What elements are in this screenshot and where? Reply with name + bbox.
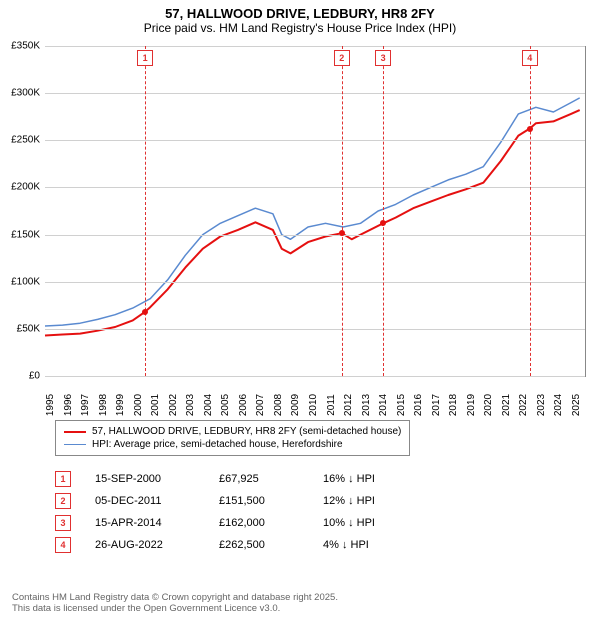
y-tick-label: £200K bbox=[0, 182, 40, 193]
x-tick-label: 2012 bbox=[343, 394, 354, 416]
x-tick-label: 2005 bbox=[220, 394, 231, 416]
sale-marker-line bbox=[530, 46, 531, 376]
gridline bbox=[45, 93, 585, 94]
chart-legend: 57, HALLWOOD DRIVE, LEDBURY, HR8 2FY (se… bbox=[55, 420, 410, 456]
sale-row-diff: 10% ↓ HPI bbox=[323, 517, 403, 529]
series-hpi bbox=[45, 98, 580, 326]
sale-row-marker: 3 bbox=[55, 515, 71, 531]
sales-table: 1 15-SEP-2000 £67,925 16% ↓ HPI 2 05-DEC-2011… bbox=[55, 468, 403, 556]
x-tick-label: 2014 bbox=[378, 394, 389, 416]
sale-row-marker: 1 bbox=[55, 471, 71, 487]
y-tick-label: £0 bbox=[0, 371, 40, 382]
sale-row-price: £67,925 bbox=[219, 473, 299, 485]
chart-title: 57, HALLWOOD DRIVE, LEDBURY, HR8 2FY bbox=[0, 6, 600, 21]
x-tick-label: 2011 bbox=[326, 394, 337, 416]
footer-line2: This data is licensed under the Open Gov… bbox=[12, 603, 338, 614]
gridline bbox=[45, 140, 585, 141]
sale-marker-box: 2 bbox=[334, 50, 350, 66]
sale-row: 4 26-AUG-2022 £262,500 4% ↓ HPI bbox=[55, 534, 403, 556]
legend-label: 57, HALLWOOD DRIVE, LEDBURY, HR8 2FY (se… bbox=[92, 426, 401, 437]
sale-row: 3 15-APR-2014 £162,000 10% ↓ HPI bbox=[55, 512, 403, 534]
x-tick-label: 2025 bbox=[571, 394, 582, 416]
x-tick-label: 2019 bbox=[466, 394, 477, 416]
sale-row-marker: 4 bbox=[55, 537, 71, 553]
x-tick-label: 1998 bbox=[98, 394, 109, 416]
sale-marker-line bbox=[145, 46, 146, 376]
gridline bbox=[45, 187, 585, 188]
sale-row-marker: 2 bbox=[55, 493, 71, 509]
sale-marker-dot bbox=[142, 309, 148, 315]
y-tick-label: £50K bbox=[0, 323, 40, 334]
gridline bbox=[45, 46, 585, 47]
legend-swatch bbox=[64, 444, 86, 445]
sale-row-price: £262,500 bbox=[219, 539, 299, 551]
x-tick-label: 2016 bbox=[413, 394, 424, 416]
sale-row-date: 15-SEP-2000 bbox=[95, 473, 195, 485]
x-tick-label: 2007 bbox=[255, 394, 266, 416]
x-tick-label: 2003 bbox=[185, 394, 196, 416]
x-tick-label: 2020 bbox=[483, 394, 494, 416]
sale-row: 2 05-DEC-2011 £151,500 12% ↓ HPI bbox=[55, 490, 403, 512]
sale-row-price: £162,000 bbox=[219, 517, 299, 529]
x-tick-label: 2023 bbox=[536, 394, 547, 416]
sale-row-price: £151,500 bbox=[219, 495, 299, 507]
legend-swatch bbox=[64, 431, 86, 433]
sale-marker-box: 4 bbox=[522, 50, 538, 66]
sale-marker-line bbox=[383, 46, 384, 376]
x-tick-label: 2009 bbox=[290, 394, 301, 416]
x-tick-label: 1999 bbox=[115, 394, 126, 416]
x-tick-label: 2004 bbox=[203, 394, 214, 416]
y-tick-label: £100K bbox=[0, 276, 40, 287]
x-tick-label: 2006 bbox=[238, 394, 249, 416]
x-tick-label: 2022 bbox=[518, 394, 529, 416]
x-tick-label: 1997 bbox=[80, 394, 91, 416]
sale-row-date: 05-DEC-2011 bbox=[95, 495, 195, 507]
gridline bbox=[45, 282, 585, 283]
sale-row-diff: 12% ↓ HPI bbox=[323, 495, 403, 507]
x-tick-label: 1996 bbox=[63, 394, 74, 416]
sale-row-date: 15-APR-2014 bbox=[95, 517, 195, 529]
sale-marker-box: 3 bbox=[375, 50, 391, 66]
sale-row-diff: 4% ↓ HPI bbox=[323, 539, 403, 551]
legend-item: 57, HALLWOOD DRIVE, LEDBURY, HR8 2FY (se… bbox=[64, 425, 401, 438]
x-tick-label: 2015 bbox=[396, 394, 407, 416]
y-tick-label: £300K bbox=[0, 88, 40, 99]
x-tick-label: 2008 bbox=[273, 394, 284, 416]
sale-marker-dot bbox=[527, 126, 533, 132]
y-tick-label: £250K bbox=[0, 135, 40, 146]
x-tick-label: 1995 bbox=[45, 394, 56, 416]
x-tick-label: 2018 bbox=[448, 394, 459, 416]
y-tick-label: £350K bbox=[0, 41, 40, 52]
legend-label: HPI: Average price, semi-detached house,… bbox=[92, 439, 343, 450]
x-tick-label: 2017 bbox=[431, 394, 442, 416]
y-tick-label: £150K bbox=[0, 229, 40, 240]
chart-subtitle: Price paid vs. HM Land Registry's House … bbox=[0, 21, 600, 35]
chart-title-block: 57, HALLWOOD DRIVE, LEDBURY, HR8 2FY Pri… bbox=[0, 0, 600, 35]
sale-marker-dot bbox=[339, 230, 345, 236]
x-tick-label: 2021 bbox=[501, 394, 512, 416]
footer-line1: Contains HM Land Registry data © Crown c… bbox=[12, 592, 338, 603]
sale-row: 1 15-SEP-2000 £67,925 16% ↓ HPI bbox=[55, 468, 403, 490]
x-tick-label: 2013 bbox=[361, 394, 372, 416]
x-tick-label: 2000 bbox=[133, 394, 144, 416]
sale-marker-dot bbox=[380, 220, 386, 226]
footer-attribution: Contains HM Land Registry data © Crown c… bbox=[12, 592, 338, 614]
gridline bbox=[45, 329, 585, 330]
legend-item: HPI: Average price, semi-detached house,… bbox=[64, 438, 401, 451]
x-tick-label: 2002 bbox=[168, 394, 179, 416]
sale-row-diff: 16% ↓ HPI bbox=[323, 473, 403, 485]
x-tick-label: 2010 bbox=[308, 394, 319, 416]
chart-plot-area: £0£50K£100K£150K£200K£250K£300K£350K1995… bbox=[45, 46, 586, 377]
x-tick-label: 2024 bbox=[553, 394, 564, 416]
sale-row-date: 26-AUG-2022 bbox=[95, 539, 195, 551]
chart-lines-svg bbox=[45, 46, 585, 376]
gridline bbox=[45, 376, 585, 377]
x-tick-label: 2001 bbox=[150, 394, 161, 416]
sale-marker-box: 1 bbox=[137, 50, 153, 66]
gridline bbox=[45, 235, 585, 236]
sale-marker-line bbox=[342, 46, 343, 376]
